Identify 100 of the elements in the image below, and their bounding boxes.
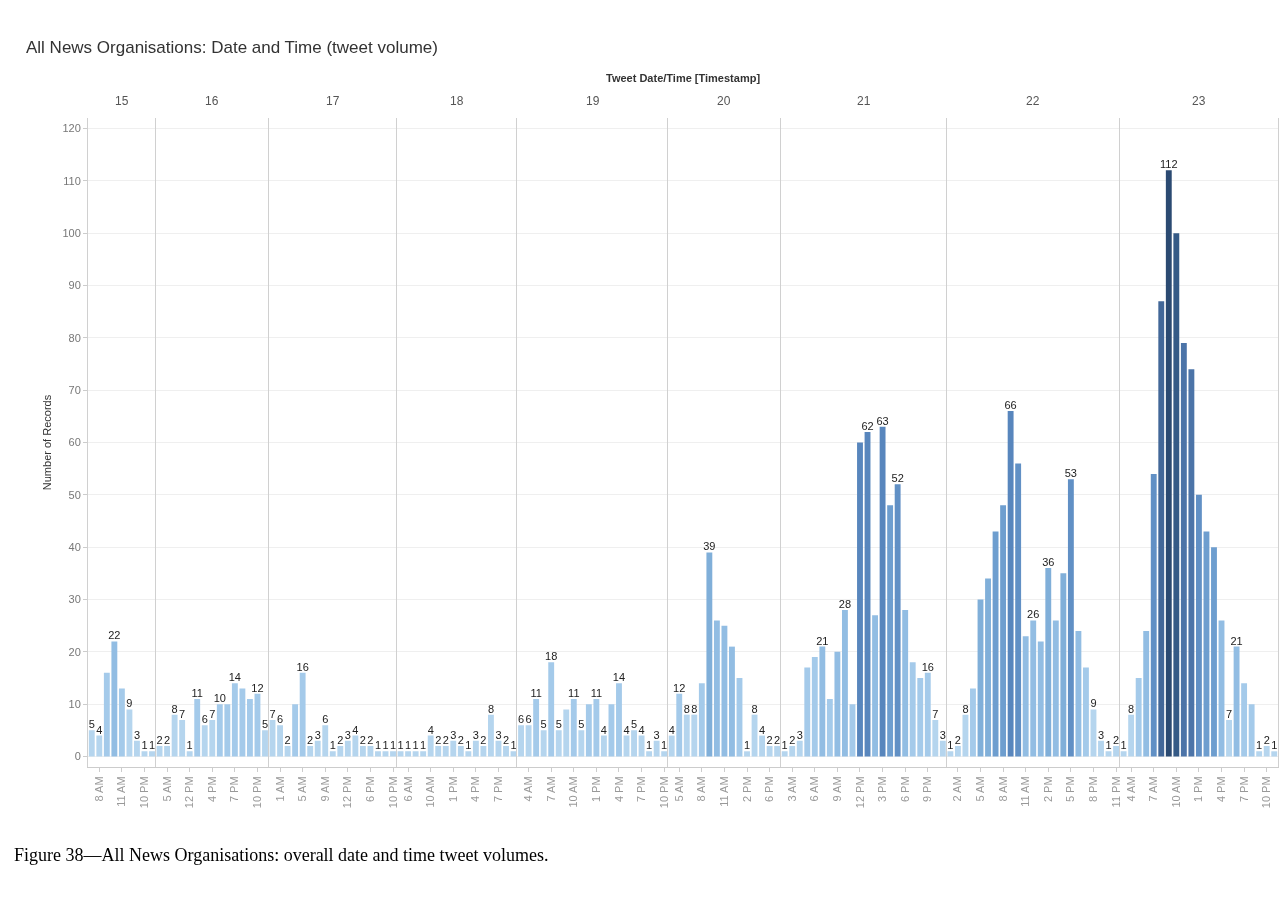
data-label: 18 — [545, 650, 558, 663]
data-label: 7 — [269, 707, 276, 720]
chart-title: 15 — [115, 94, 129, 108]
data-label: 1 — [397, 739, 404, 752]
x-tick-label: 10 PM — [251, 776, 264, 809]
data-label: 3 — [796, 728, 803, 741]
data-label: 2 — [1113, 734, 1120, 747]
bar — [1248, 704, 1255, 757]
data-label: 11 — [191, 686, 203, 699]
data-label: 1 — [1120, 739, 1127, 752]
data-label: 1 — [1105, 739, 1112, 752]
data-label: 7 — [209, 707, 216, 720]
x-tick-label: 10 PM — [1260, 776, 1273, 809]
text: All News Organisations: Date and Time (tweet volume) — [26, 38, 438, 57]
bar — [811, 657, 818, 757]
bar — [1060, 573, 1067, 757]
x-tick-label: 6 AM — [808, 776, 821, 802]
data-label: 1 — [1271, 739, 1278, 752]
data-label: 4 — [600, 723, 607, 736]
x-tick-label: 12 PM — [853, 776, 866, 809]
x-tick-label: 1 PM — [589, 776, 602, 803]
bar — [284, 746, 291, 757]
bar — [1173, 233, 1180, 757]
bar — [970, 688, 976, 757]
x-tick-label: 10 AM — [1169, 776, 1182, 808]
bar — [1098, 740, 1104, 757]
bar — [292, 704, 299, 757]
y-tick-label: 60 — [68, 436, 81, 449]
data-label: 1 — [781, 739, 788, 752]
data-label: 6 — [322, 713, 329, 726]
x-tick-label: 8 AM — [996, 776, 1009, 802]
bar — [706, 552, 713, 757]
data-label: 1 — [420, 739, 427, 752]
x-tick-label: 4 AM — [1124, 776, 1137, 802]
data-label: 3 — [450, 728, 457, 741]
x-tick-label: 11 AM — [1019, 776, 1032, 807]
data-label: 2 — [442, 734, 449, 747]
bar — [518, 725, 524, 757]
x-tick-label: 4 PM — [469, 776, 482, 803]
data-label: 112 — [1160, 158, 1178, 171]
bar — [902, 609, 909, 757]
x-tick-label: 1 AM — [273, 776, 286, 802]
data-label: 1 — [465, 739, 472, 752]
bar — [698, 683, 705, 757]
y-tick-label: 20 — [68, 645, 81, 658]
bar — [186, 751, 193, 757]
y-tick-label: 120 — [62, 122, 81, 135]
bar — [533, 698, 540, 757]
data-label: 1 — [661, 739, 668, 752]
x-tick-label: 12 PM — [341, 776, 354, 809]
bar — [405, 751, 412, 757]
data-label: 4 — [623, 723, 630, 736]
x-tick-label: 1 PM — [446, 776, 459, 803]
data-label: 8 — [1128, 702, 1135, 715]
bar — [1195, 494, 1202, 757]
bar — [194, 698, 201, 757]
bar — [985, 578, 991, 757]
bar — [1211, 547, 1217, 757]
x-tick-label: 4 PM — [205, 776, 218, 803]
data-label: 4 — [668, 723, 675, 736]
x-tick-label: 3 AM — [785, 776, 798, 802]
bar — [141, 751, 148, 757]
data-label: 8 — [683, 702, 690, 715]
x-tick-label: 4 PM — [612, 776, 625, 803]
data-label: 6 — [276, 713, 284, 726]
data-label: 2 — [164, 734, 171, 747]
bar — [540, 730, 547, 757]
x-tick-label: 9 AM — [830, 776, 843, 802]
bar — [616, 683, 622, 757]
bar — [819, 646, 826, 757]
data-label: 8 — [962, 702, 969, 715]
data-label: 5 — [555, 718, 562, 731]
x-tick-label: 9 PM — [921, 776, 934, 803]
chart-title: 21 — [857, 94, 871, 108]
data-label: 6 — [525, 713, 532, 726]
chart-title: 19 — [586, 94, 600, 108]
bar — [307, 746, 314, 757]
bar — [525, 725, 532, 757]
data-label: 12 — [673, 681, 686, 694]
data-label: 21 — [1230, 634, 1243, 647]
bar — [668, 735, 675, 757]
bar — [488, 714, 494, 757]
data-label: 5 — [261, 718, 269, 731]
data-label: 7 — [932, 707, 939, 720]
x-tick-label: 8 AM — [695, 776, 708, 802]
x-tick-label: 10 AM — [424, 776, 437, 808]
y-axis-title: Number of Records — [41, 394, 54, 491]
y-tick-label: 30 — [68, 593, 81, 606]
x-tick-label: 1 PM — [1192, 776, 1205, 803]
bar — [510, 751, 517, 757]
data-label: 2 — [284, 734, 291, 747]
chart-title: 20 — [717, 94, 731, 108]
bar — [676, 693, 683, 757]
data-label: 2 — [502, 734, 510, 747]
data-label: 1 — [374, 739, 382, 752]
x-tick-label: 2 PM — [1041, 776, 1054, 803]
x-tick-label: 4 PM — [1215, 776, 1228, 803]
bar — [857, 442, 863, 757]
y-tick-label: 50 — [68, 488, 81, 501]
x-tick-label: 5 AM — [974, 776, 987, 802]
